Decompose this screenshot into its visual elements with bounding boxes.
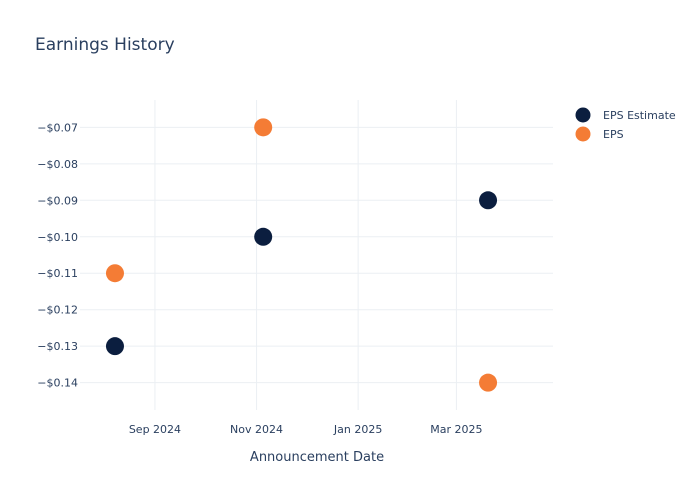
eps-point[interactable]	[254, 118, 273, 137]
y-tick-label: −$0.14	[37, 377, 78, 390]
legend-label: EPS Estimate	[603, 109, 676, 122]
y-tick-label: −$0.10	[37, 231, 78, 244]
eps-estimate-point[interactable]	[105, 337, 124, 356]
chart-title: Earnings History	[35, 35, 175, 55]
y-tick-label: −$0.08	[37, 158, 78, 171]
y-tick-label: −$0.07	[37, 121, 78, 134]
x-axis-title: Announcement Date	[250, 450, 384, 465]
y-axis-ticks: −$0.07 −$0.08 −$0.09 −$0.10 −$0.11 −$0.12 −$0.…	[37, 121, 78, 389]
legend-item-eps-estimate[interactable]: EPS Estimate	[575, 107, 676, 123]
x-tick-label: Mar 2025	[430, 423, 482, 436]
eps-estimate-point[interactable]	[254, 227, 273, 246]
x-tick-label: Nov 2024	[230, 423, 283, 436]
eps-estimate-point[interactable]	[479, 191, 498, 210]
x-tick-label: Sep 2024	[129, 423, 181, 436]
gridlines	[80, 100, 553, 410]
y-tick-label: −$0.12	[37, 304, 78, 317]
eps-point[interactable]	[479, 373, 498, 392]
y-tick-label: −$0.11	[37, 267, 78, 280]
legend-marker	[575, 126, 591, 142]
y-tick-label: −$0.13	[37, 340, 78, 353]
legend-item-eps[interactable]: EPS	[575, 126, 624, 142]
data-points	[105, 118, 498, 392]
legend[interactable]: EPS Estimate EPS	[575, 107, 676, 142]
y-tick-label: −$0.09	[37, 194, 78, 207]
eps-point[interactable]	[105, 264, 124, 283]
legend-marker	[575, 107, 591, 123]
x-axis-ticks: Sep 2024 Nov 2024 Jan 2025 Mar 2025	[129, 423, 483, 436]
legend-label: EPS	[603, 128, 624, 141]
x-tick-label: Jan 2025	[333, 423, 382, 436]
